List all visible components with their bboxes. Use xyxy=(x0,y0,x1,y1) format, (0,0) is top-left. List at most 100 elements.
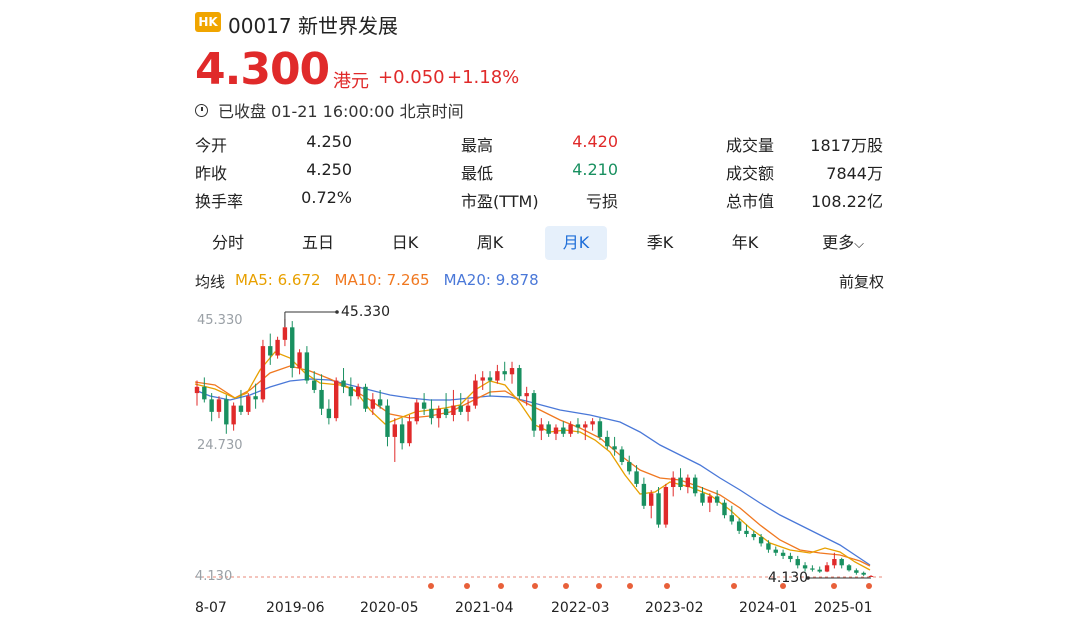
candle-body xyxy=(282,327,288,340)
candle-body xyxy=(575,424,581,428)
quote-value-low: 4.210 xyxy=(572,160,618,179)
tab-more[interactable]: 更多⌵ xyxy=(801,226,885,260)
candle xyxy=(744,524,749,538)
y-tick-label: 4.130 xyxy=(195,569,232,584)
quote-label: 最低 xyxy=(461,164,494,183)
candle-body xyxy=(744,530,749,534)
candle-body xyxy=(861,572,866,575)
adjust-mode-button[interactable]: 前复权 xyxy=(838,273,884,291)
candle xyxy=(795,555,800,569)
x-tick-label: 8-07 xyxy=(195,600,227,616)
candle xyxy=(392,418,398,462)
candle-body xyxy=(297,352,302,369)
candle xyxy=(458,393,463,415)
candle xyxy=(788,552,793,563)
candle-body xyxy=(355,386,361,397)
stock-name: 00017 新世界发展 xyxy=(228,14,398,38)
candle xyxy=(509,361,515,384)
candle xyxy=(810,565,815,572)
quote-label: 最高 xyxy=(461,136,494,155)
candle-body xyxy=(509,368,515,375)
candle xyxy=(517,364,522,400)
candle-body xyxy=(194,386,200,394)
quote-label: 今开 xyxy=(195,136,228,155)
candle xyxy=(399,418,405,450)
event-dot xyxy=(498,583,504,589)
candle-body xyxy=(216,399,222,412)
candle xyxy=(678,468,683,491)
tab-daily-k[interactable]: 日K xyxy=(391,233,419,252)
candle-body xyxy=(370,399,376,409)
candle-body xyxy=(597,421,603,437)
event-dot xyxy=(532,583,538,589)
tab-more-label: 更多 xyxy=(822,233,855,252)
candle xyxy=(758,533,764,547)
candle xyxy=(355,383,361,400)
candle xyxy=(407,414,412,447)
candle-body xyxy=(846,565,852,571)
tab-weekly-k[interactable]: 周K xyxy=(476,233,504,252)
candle xyxy=(480,371,485,390)
candle xyxy=(846,564,852,572)
candle-body xyxy=(429,408,434,419)
event-dot xyxy=(831,583,837,589)
candle xyxy=(649,490,654,519)
quote-value: 4.250 xyxy=(306,160,352,179)
candle-body xyxy=(319,389,324,409)
x-tick-label: 2021-04 xyxy=(455,600,514,616)
candle xyxy=(377,389,383,409)
event-dot xyxy=(731,583,737,589)
x-tick-label: 2025-01 xyxy=(814,600,873,616)
min-annotation-dot xyxy=(806,576,810,580)
ma5-line xyxy=(194,351,871,571)
candle-body xyxy=(678,477,683,488)
candle-body xyxy=(451,405,456,415)
candle xyxy=(253,383,258,409)
tab-quarterly-k[interactable]: 季K xyxy=(646,233,674,252)
candle xyxy=(736,518,742,534)
tab-monthly-k[interactable]: 月K xyxy=(545,226,607,260)
candle-body xyxy=(421,402,427,409)
candle-body xyxy=(333,380,339,419)
y-tick-label: 45.330 xyxy=(197,313,243,328)
candle xyxy=(312,371,317,394)
candle xyxy=(290,321,295,378)
candle-body xyxy=(253,396,258,400)
ma20-legend: MA20: 9.878 xyxy=(443,271,539,289)
candle xyxy=(612,436,617,456)
market-status: 已收盘 01-21 16:00:00 北京时间 xyxy=(195,98,464,122)
candle xyxy=(868,575,874,577)
event-dot xyxy=(780,583,786,589)
candle xyxy=(502,361,507,381)
candle xyxy=(714,490,720,506)
candle xyxy=(348,377,354,406)
candle xyxy=(326,399,332,425)
candle xyxy=(729,505,735,525)
candle xyxy=(839,557,844,569)
candle-body xyxy=(202,386,207,400)
candle xyxy=(216,396,222,419)
tab-yearly-k[interactable]: 年K xyxy=(731,233,759,252)
current-price: 4.300 xyxy=(195,44,330,95)
candle-body xyxy=(465,405,471,412)
candle xyxy=(802,562,808,572)
candle xyxy=(780,549,786,560)
candle-body xyxy=(817,569,822,572)
candle xyxy=(700,487,705,506)
candle-body xyxy=(385,405,390,437)
candle xyxy=(209,393,214,422)
event-markers xyxy=(428,583,872,589)
candle-body xyxy=(810,568,815,570)
candle-body xyxy=(634,471,639,484)
axis-labels: 45.330 24.730 4.130 8-07 2019-06 2020-05 2021-… xyxy=(195,304,873,616)
tab-intraday[interactable]: 分时 xyxy=(211,233,244,252)
quote-label: 成交量 xyxy=(726,136,775,155)
candle xyxy=(817,566,822,573)
tab-five-day[interactable]: 五日 xyxy=(301,233,334,252)
price-unit: 港元 xyxy=(333,71,369,92)
candle-body xyxy=(407,421,412,444)
candle-body xyxy=(414,402,419,422)
candle-body xyxy=(290,327,295,369)
ma10-legend: MA10: 7.265 xyxy=(334,271,430,289)
candle xyxy=(341,368,346,394)
